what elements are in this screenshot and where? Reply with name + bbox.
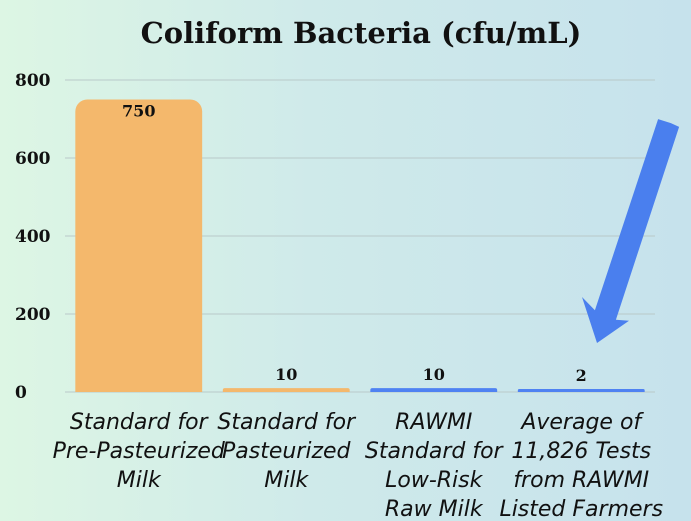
x-category-label-line: Listed Farmers [499, 497, 663, 521]
bar [370, 388, 498, 392]
chart-title: Coliform Bacteria (cfu/mL) [141, 16, 582, 50]
x-category-label-line: Milk [117, 468, 162, 493]
data-labels: 750 10 10 2 [122, 102, 587, 386]
x-category-label-line: Pre-Pasteurized [53, 439, 226, 464]
data-label: 10 [275, 365, 297, 384]
y-axis-ticks: 0 200 400 600 800 [15, 71, 51, 403]
data-label: 10 [423, 365, 445, 384]
x-axis-labels: Standard for Pre-Pasteurized MilkStandard … [53, 410, 663, 521]
bar [75, 99, 203, 392]
y-tick-label: 800 [15, 71, 51, 91]
x-category-label: RAWMI Standard for Low-Risk Raw Milk [365, 410, 505, 521]
x-category-label-line: Raw Milk [385, 497, 484, 521]
arrow-pointer-icon [582, 119, 680, 343]
x-category-label-line: Standard for [217, 410, 357, 435]
annotation-arrow [582, 119, 680, 343]
y-tick-label: 400 [15, 227, 51, 247]
x-category-label-line: from RAWMI [513, 468, 649, 493]
y-tick-label: 0 [15, 383, 27, 403]
x-category-label: Standard for Pre-Pasteurized Milk [53, 410, 226, 493]
x-category-label-line: Average of [519, 410, 644, 435]
data-label: 750 [122, 102, 155, 121]
x-category-label-line: Pasteurized [222, 439, 352, 464]
x-category-label-line: Standard for [365, 439, 505, 464]
x-category-label-line: Low-Risk [385, 468, 484, 493]
x-category-label-line: Standard for [70, 410, 210, 435]
x-category-label-line: 11,826 Tests [511, 439, 651, 464]
bar [517, 389, 645, 392]
x-category-label: Standard for Pasteurized Milk [217, 410, 357, 493]
bar [222, 388, 350, 392]
x-category-label-line: Milk [264, 468, 309, 493]
y-tick-label: 600 [15, 149, 51, 169]
x-category-label-line: RAWMI [395, 410, 472, 435]
y-tick-label: 200 [15, 305, 51, 325]
data-label: 2 [576, 366, 587, 385]
bars [75, 99, 645, 392]
x-category-label: Average of 11,826 Tests from RAWMI Listed F… [499, 410, 663, 521]
